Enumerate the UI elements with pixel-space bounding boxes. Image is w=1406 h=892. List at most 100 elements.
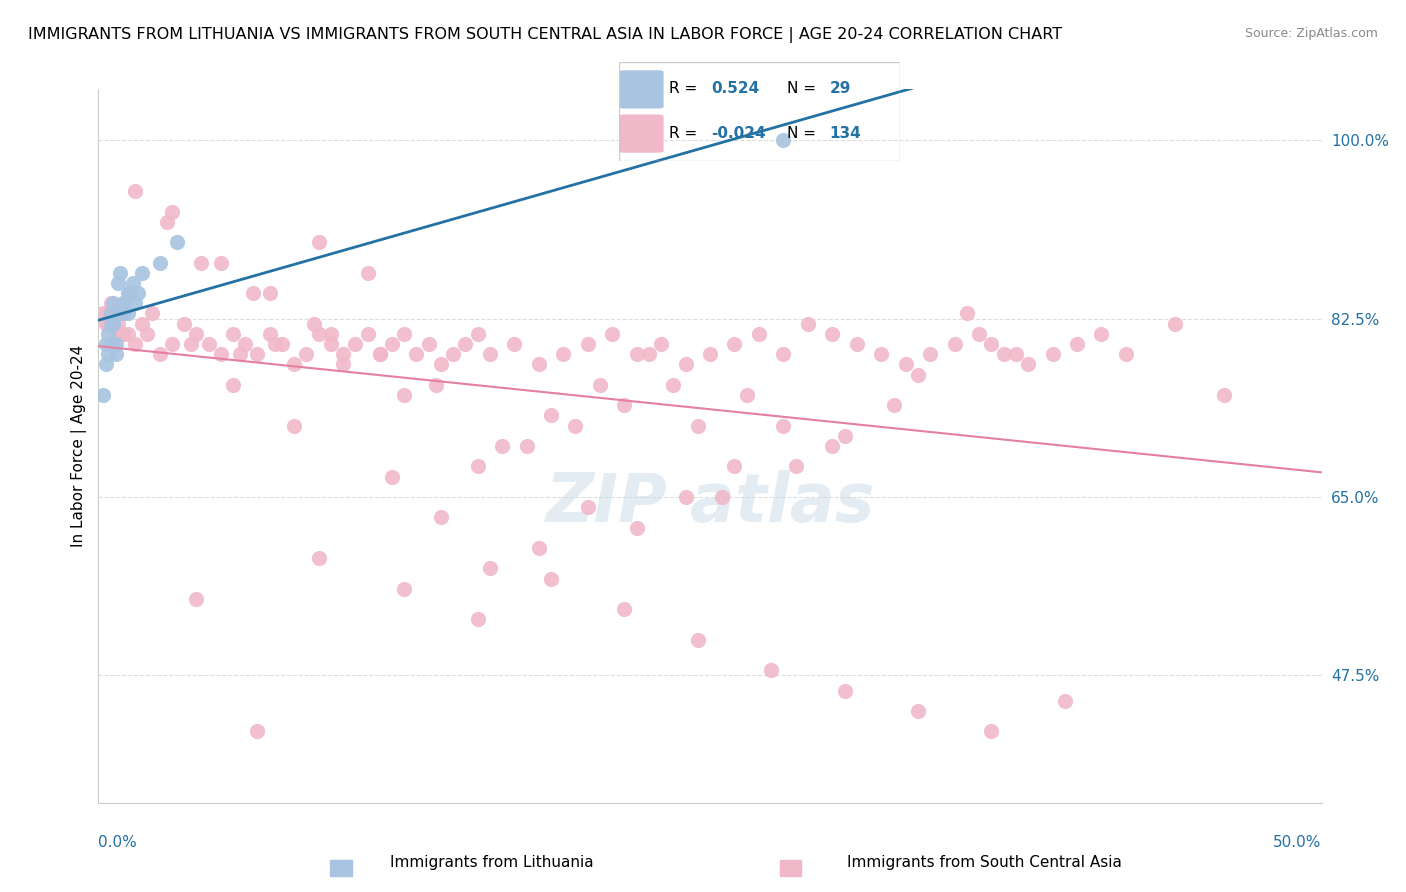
Point bbox=[104, 326, 127, 341]
Point bbox=[967, 326, 990, 341]
Point bbox=[516, 439, 538, 453]
Point bbox=[149, 347, 172, 361]
Point bbox=[699, 347, 721, 361]
Point bbox=[160, 204, 183, 219]
Point bbox=[283, 358, 305, 372]
Point bbox=[302, 317, 325, 331]
Point bbox=[259, 286, 281, 301]
Point bbox=[356, 326, 378, 341]
Point bbox=[124, 296, 146, 310]
Point bbox=[308, 551, 330, 566]
Point bbox=[1164, 317, 1187, 331]
Point bbox=[160, 337, 183, 351]
FancyBboxPatch shape bbox=[619, 114, 664, 153]
Point bbox=[626, 347, 648, 361]
Point bbox=[110, 266, 132, 280]
Text: Immigrants from South Central Asia: Immigrants from South Central Asia bbox=[846, 855, 1122, 870]
Point bbox=[540, 409, 562, 423]
Point bbox=[723, 337, 745, 351]
Point bbox=[94, 337, 117, 351]
Point bbox=[319, 326, 342, 341]
Text: Source: ZipAtlas.com: Source: ZipAtlas.com bbox=[1244, 27, 1378, 40]
Text: 0.0%: 0.0% bbox=[98, 836, 138, 850]
Point bbox=[222, 377, 245, 392]
Point bbox=[111, 326, 134, 341]
Point bbox=[308, 235, 330, 249]
Point bbox=[368, 347, 391, 361]
Point bbox=[993, 347, 1015, 361]
Point bbox=[797, 317, 820, 331]
Text: R =: R = bbox=[669, 126, 703, 141]
Point bbox=[131, 317, 153, 331]
Point bbox=[650, 337, 672, 351]
Point bbox=[91, 388, 114, 402]
Point bbox=[576, 500, 599, 515]
Point bbox=[467, 459, 489, 474]
Point bbox=[104, 347, 127, 361]
Point bbox=[1042, 347, 1064, 361]
Point bbox=[638, 347, 661, 361]
Point bbox=[430, 358, 453, 372]
Point bbox=[117, 326, 139, 341]
Point bbox=[91, 306, 114, 320]
Point bbox=[94, 317, 117, 331]
Point bbox=[883, 398, 905, 412]
Text: 29: 29 bbox=[830, 81, 851, 96]
Point bbox=[613, 398, 636, 412]
Point bbox=[97, 306, 120, 320]
Point bbox=[295, 347, 318, 361]
Point bbox=[101, 337, 124, 351]
Point bbox=[821, 439, 844, 453]
Point bbox=[1066, 337, 1088, 351]
Text: R =: R = bbox=[669, 81, 703, 96]
Point bbox=[425, 377, 447, 392]
Point bbox=[1053, 694, 1076, 708]
Point bbox=[821, 326, 844, 341]
Text: IMMIGRANTS FROM LITHUANIA VS IMMIGRANTS FROM SOUTH CENTRAL ASIA IN LABOR FORCE |: IMMIGRANTS FROM LITHUANIA VS IMMIGRANTS … bbox=[28, 27, 1063, 43]
Point bbox=[907, 704, 929, 718]
Point bbox=[711, 490, 734, 504]
Point bbox=[675, 358, 697, 372]
Point bbox=[97, 347, 120, 361]
Point bbox=[242, 286, 264, 301]
Point bbox=[136, 326, 159, 341]
Point bbox=[111, 296, 134, 310]
Point bbox=[100, 296, 122, 310]
Point bbox=[441, 347, 464, 361]
Point bbox=[381, 337, 404, 351]
Point bbox=[127, 286, 149, 301]
Point bbox=[527, 541, 550, 555]
Point bbox=[209, 255, 232, 269]
Point bbox=[527, 358, 550, 372]
Point bbox=[332, 347, 354, 361]
Point bbox=[772, 347, 794, 361]
Point bbox=[101, 317, 124, 331]
Point bbox=[270, 337, 294, 351]
Point bbox=[120, 286, 142, 301]
Point bbox=[478, 561, 501, 575]
Point bbox=[246, 724, 269, 739]
Point bbox=[283, 418, 305, 433]
Point bbox=[94, 358, 117, 372]
Point bbox=[956, 306, 979, 320]
Point bbox=[233, 337, 256, 351]
Point bbox=[405, 347, 427, 361]
Point bbox=[430, 510, 453, 524]
Point bbox=[553, 347, 575, 361]
Point bbox=[344, 337, 367, 351]
Point bbox=[626, 520, 648, 534]
Point bbox=[186, 326, 208, 341]
Point bbox=[107, 276, 129, 290]
Text: N =: N = bbox=[787, 126, 821, 141]
Point bbox=[907, 368, 929, 382]
Point bbox=[503, 337, 526, 351]
Point bbox=[186, 591, 208, 606]
Point bbox=[686, 418, 709, 433]
Point bbox=[332, 358, 354, 372]
Point bbox=[319, 337, 342, 351]
Point bbox=[356, 266, 378, 280]
Point bbox=[141, 306, 163, 320]
Point bbox=[467, 326, 489, 341]
Point bbox=[117, 286, 139, 301]
Point bbox=[870, 347, 893, 361]
